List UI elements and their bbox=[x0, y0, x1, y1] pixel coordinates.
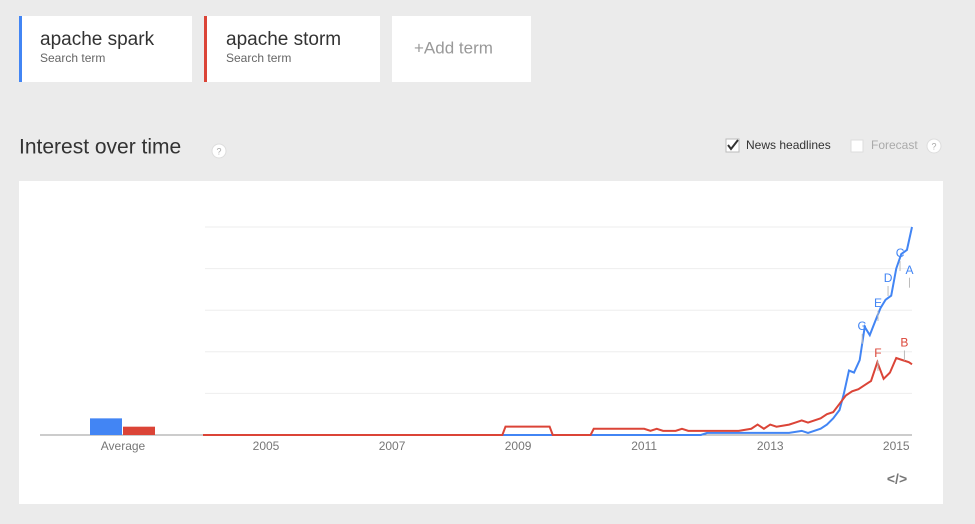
series-line bbox=[203, 226, 913, 436]
forecast-label[interactable]: Forecast bbox=[871, 138, 918, 152]
annotation-label: E bbox=[874, 296, 882, 310]
average-bar bbox=[90, 418, 122, 435]
annotation-label: F bbox=[874, 346, 881, 360]
help-text: ? bbox=[931, 141, 936, 151]
term-card[interactable] bbox=[204, 16, 380, 82]
add-term-card[interactable] bbox=[392, 16, 531, 82]
average-label: Average bbox=[101, 439, 146, 453]
term-card[interactable] bbox=[19, 16, 192, 82]
card-accent bbox=[19, 16, 22, 82]
series-line bbox=[203, 356, 913, 436]
x-tick-label: 2013 bbox=[757, 439, 784, 453]
check-mark bbox=[727, 139, 739, 151]
help-icon[interactable] bbox=[211, 143, 227, 159]
forecast-checkbox[interactable] bbox=[850, 139, 864, 153]
term-subtitle: Search term bbox=[40, 51, 105, 65]
annotation-label: D bbox=[884, 271, 893, 285]
card-accent bbox=[204, 16, 207, 82]
help-icon[interactable] bbox=[926, 138, 942, 154]
term-name: apache spark bbox=[40, 29, 155, 50]
x-tick-label: 2011 bbox=[631, 439, 657, 453]
term-subtitle: Search term bbox=[226, 51, 291, 65]
annotation-label: G bbox=[858, 319, 867, 333]
annotation-label: B bbox=[900, 336, 908, 350]
help-text: ? bbox=[216, 146, 221, 156]
chart-panel bbox=[19, 181, 943, 504]
average-bar bbox=[123, 426, 155, 435]
annotation-label: A bbox=[905, 263, 913, 277]
annotation-label: C bbox=[896, 246, 905, 260]
embed-icon[interactable]: </> bbox=[887, 471, 907, 487]
x-tick-label: 2015 bbox=[883, 439, 910, 453]
x-tick-label: 2009 bbox=[505, 439, 532, 453]
section-title: Interest over time bbox=[19, 136, 181, 159]
x-tick-label: 2005 bbox=[253, 439, 280, 453]
add-term[interactable]: +Add term bbox=[414, 38, 493, 57]
term-name: apache storm bbox=[226, 29, 341, 50]
news-label[interactable]: News headlines bbox=[746, 138, 831, 152]
x-tick-label: 2007 bbox=[379, 439, 406, 453]
